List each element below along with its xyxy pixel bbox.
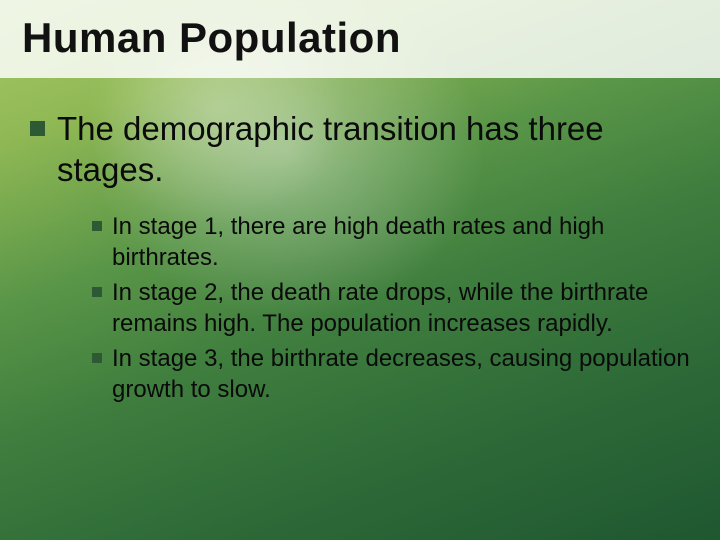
bullet-level2-text: In stage 3, the birthrate decreases, cau… <box>112 343 690 405</box>
square-bullet-icon <box>30 121 45 136</box>
slide-title: Human Population <box>22 14 698 62</box>
slide-content: The demographic transition has three sta… <box>0 78 720 406</box>
bullet-level1: The demographic transition has three sta… <box>30 108 690 191</box>
bullet-level2-text: In stage 1, there are high death rates a… <box>112 211 690 273</box>
bullet-level2: In stage 2, the death rate drops, while … <box>92 277 690 339</box>
subpoints-group: In stage 1, there are high death rates a… <box>30 205 690 406</box>
square-bullet-icon <box>92 221 102 231</box>
bullet-level2-text: In stage 2, the death rate drops, while … <box>112 277 690 339</box>
bullet-level2: In stage 1, there are high death rates a… <box>92 211 690 273</box>
title-band: Human Population <box>0 0 720 78</box>
square-bullet-icon <box>92 287 102 297</box>
bullet-level1-text: The demographic transition has three sta… <box>57 108 690 191</box>
bullet-level2: In stage 3, the birthrate decreases, cau… <box>92 343 690 405</box>
square-bullet-icon <box>92 353 102 363</box>
